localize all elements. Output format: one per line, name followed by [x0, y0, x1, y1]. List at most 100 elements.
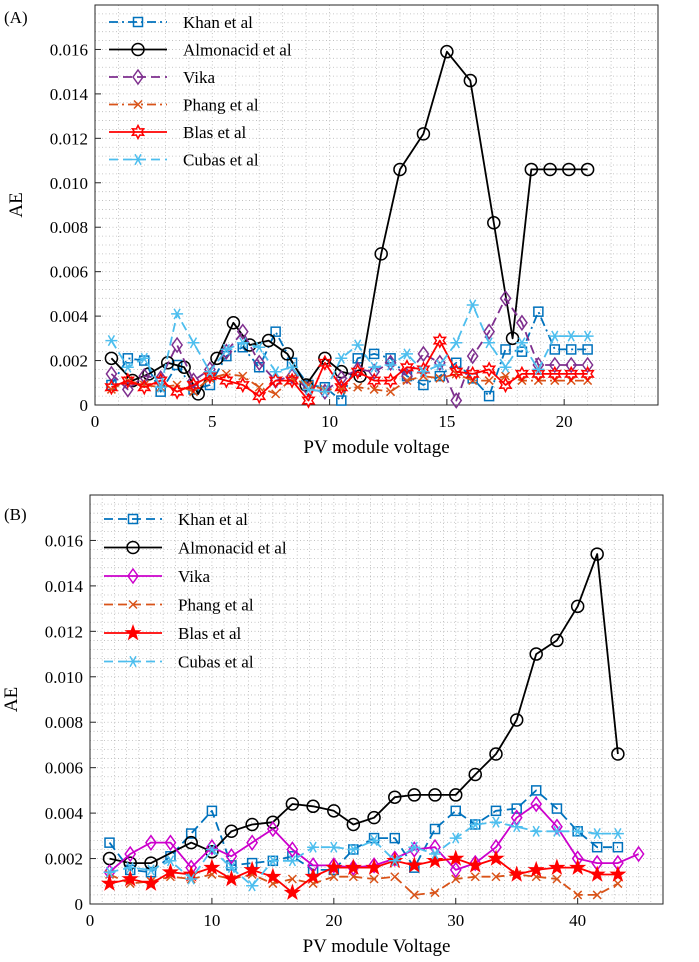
panel-a-data-point: [280, 347, 295, 361]
panel-b-panel-label: (B): [4, 505, 27, 524]
panel-a-legend-item: Cubas et al: [109, 151, 259, 170]
panel-a-data-point: [154, 381, 167, 393]
panel-b-legend-label: Phang et al: [178, 596, 254, 615]
panel-a-data-point: [138, 352, 151, 364]
panel-a-data-point: [171, 308, 184, 320]
panel-a-data-point: [432, 332, 447, 349]
panel-a-data-point: [137, 379, 152, 396]
panel-a-data-point: [104, 351, 119, 366]
panel-a-y-tick-label: 0.012: [50, 129, 88, 148]
panel-a-data-point: [565, 330, 578, 342]
panel-a-grid: [94, 4, 659, 406]
panel-b-data-point: [429, 823, 441, 835]
panel-b-y-tick-label: 0: [75, 895, 84, 914]
panel-a-data-point: [367, 372, 382, 389]
panel-a-data-point: [402, 376, 412, 386]
panel-a-data-point: [515, 337, 528, 349]
panel-b-data-point: [508, 865, 526, 882]
panel-a-data-point: [138, 367, 151, 385]
panel-b-data-point: [632, 845, 645, 863]
panel-a-data-point: [235, 376, 250, 394]
panel-b-data-point: [469, 854, 482, 872]
panel-b-data-point: [145, 834, 157, 851]
panel-a-data-point: [270, 326, 281, 337]
panel-b-data-point: [246, 880, 259, 892]
panel-b-data-point: [390, 872, 400, 882]
panel-b-legend-label: Khan et al: [178, 510, 248, 529]
panel-b-data-point: [569, 858, 587, 875]
panel-b-legend-item: Phang et al: [104, 596, 254, 615]
panel-a-legend-swatch-marker: [132, 153, 144, 166]
panel-b-data-point: [611, 828, 624, 840]
panel-b-data-point: [509, 713, 524, 727]
panel-b-y-tick-label: 0.004: [45, 804, 84, 823]
panel-a-data-point: [318, 386, 331, 398]
panel-b-series-line: [109, 553, 619, 865]
panel-b-x-tick-label: 0: [86, 911, 95, 930]
panel-b-data-point: [573, 890, 583, 900]
panel-a-y-tick-label: 0: [80, 396, 89, 415]
panel-b-legend-swatch-marker: [127, 567, 139, 585]
panel-b-data-point: [266, 855, 279, 867]
panel-b-chart: 0 10 20 30 40 0 0.002 0.004 0.006 0.008 0.010 0.012…: [1, 494, 664, 957]
panel-a-data-point: [499, 361, 512, 373]
panel-a-data-point: [374, 247, 388, 261]
panel-b-legend-label: Cubas et al: [178, 653, 254, 672]
panel-b-x-tick-label: 30: [447, 911, 464, 930]
panel-b-data-point: [510, 821, 523, 833]
panel-b-data-point: [306, 799, 320, 814]
panel-b-legend-label: Vika: [178, 567, 210, 586]
panel-b-data-point: [552, 874, 562, 884]
panel-a-data-point: [302, 381, 315, 398]
panel-b-data-point: [389, 832, 401, 844]
panel-a-y-axis-label: AE: [6, 192, 27, 217]
panel-a-x-axis-label: PV module voltage: [303, 437, 449, 458]
panel-b-data-point: [367, 810, 381, 825]
panel-b-data-point: [449, 832, 462, 844]
panel-b-legend-swatch-marker: [127, 513, 139, 525]
panel-a-data-point: [549, 344, 561, 355]
panel-a-axes-box: [94, 4, 659, 406]
panel-a-data-point: [580, 162, 595, 177]
panel-b-data-point: [325, 858, 343, 875]
panel-a-data-point: [401, 348, 413, 360]
panel-a-data-point: [368, 363, 381, 380]
panel-a-data-point: [435, 373, 445, 383]
panel-b-legend-item: Khan et al: [104, 510, 248, 529]
panel-b-legend-item: Blas et al: [104, 623, 242, 643]
panel-a-data-point: [580, 365, 595, 383]
panel-b-data-point: [329, 872, 339, 882]
panel-a-legend-swatch-marker: [130, 123, 146, 141]
panel-b-data-point: [612, 841, 624, 853]
panel-a-legend-swatch-marker: [132, 68, 144, 86]
panel-b-data-point: [365, 858, 383, 875]
panel-a-data-point: [121, 361, 134, 373]
panel-b-data-point: [609, 865, 627, 882]
panel-a-data-point: [303, 380, 314, 390]
panel-a-y-tick-label: 0.002: [50, 352, 88, 371]
panel-b-data-point: [592, 890, 602, 900]
panel-a-data-point: [483, 337, 496, 349]
panel-a-legend-swatch-marker: [132, 16, 144, 28]
panel-a-data-point: [499, 290, 512, 307]
panel-a-data-point: [335, 370, 348, 387]
panel-b-data-point: [590, 547, 604, 561]
panel-b-legend-item: Almonacid et al: [104, 539, 287, 558]
panel-a-data-point: [533, 306, 544, 317]
panel-b-data-point: [307, 841, 320, 853]
panel-b-data-point: [327, 804, 341, 818]
panel-b-data-point: [142, 874, 160, 891]
panel-b-data-point: [408, 841, 421, 853]
panel-b-legend-label: Blas et al: [178, 624, 242, 643]
panel-a-data-point: [186, 376, 201, 394]
panel-a-data-point: [466, 347, 479, 365]
panel-a-data-point: [334, 379, 349, 396]
panel-b-data-point: [246, 834, 259, 851]
panel-b-axes-box: [89, 494, 664, 905]
panel-b-data-point: [511, 803, 522, 814]
panel-b-legend-swatch-marker: [126, 540, 140, 555]
panel-b-data-point: [388, 855, 401, 867]
panel-b-data-point: [346, 817, 361, 832]
panel-b-y-tick-label: 0.010: [45, 668, 83, 687]
